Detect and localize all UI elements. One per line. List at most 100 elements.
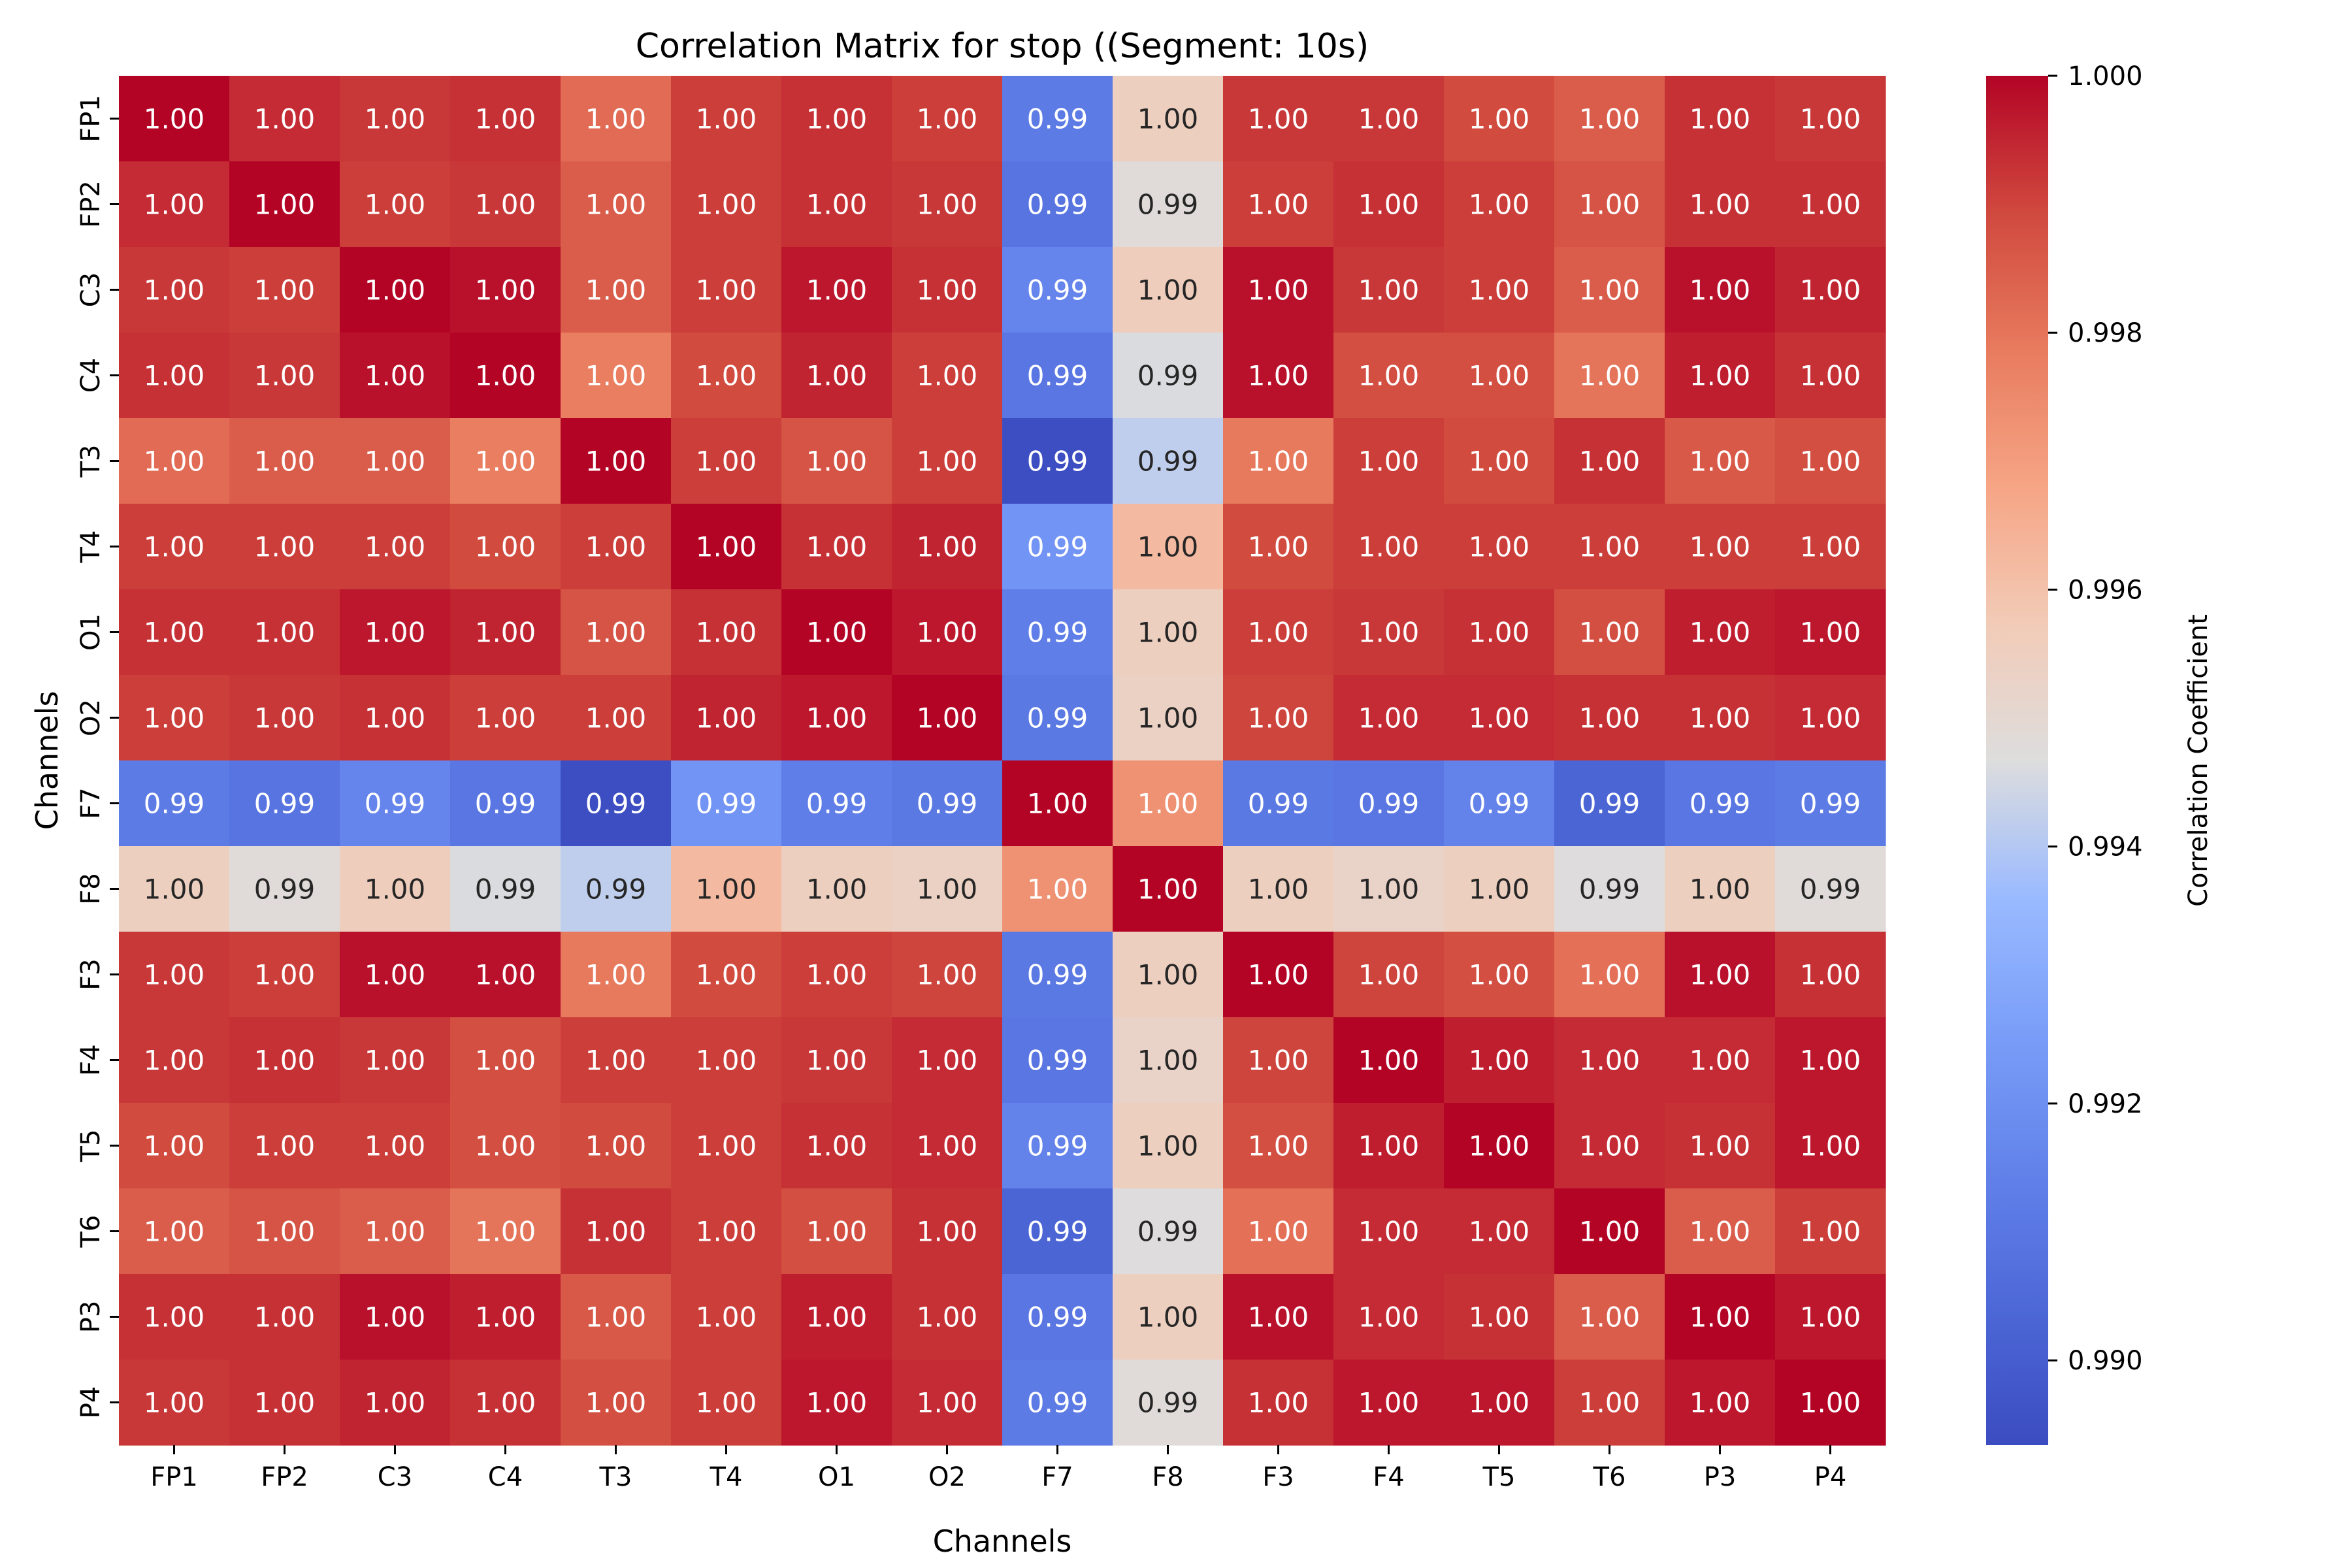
cell-annotation-O2-C4: 1.00: [475, 702, 536, 734]
cell-annotation-P3-F4: 1.00: [1358, 1301, 1420, 1333]
cell-annotation-O1-F8: 1.00: [1137, 617, 1199, 649]
cell-annotation-O2-F7: 0.99: [1027, 702, 1088, 734]
heatmap-cell-P3-T5: [1444, 1274, 1555, 1360]
heatmap-cell-O2-O1: [781, 675, 892, 761]
heatmap-cell-O1-F4: [1333, 589, 1445, 676]
heatmap-cell-F4-F4: [1333, 1017, 1445, 1103]
colorbar-tick-label-0.998: 0.998: [2068, 318, 2143, 348]
heatmap-cell-FP2-F3: [1223, 161, 1334, 248]
cell-annotation-F3-T5: 1.00: [1469, 959, 1530, 991]
heatmap-cell-O1-C4: [450, 589, 561, 676]
cell-annotation-T5-O1: 1.00: [806, 1130, 868, 1162]
cell-annotation-T3-FP2: 1.00: [254, 446, 316, 478]
heatmap-cell-O2-F7: [1002, 675, 1113, 761]
heatmap-cell-T5-FP2: [229, 1103, 340, 1189]
cell-annotation-T5-F8: 1.00: [1137, 1130, 1199, 1162]
cell-annotation-P3-F8: 1.00: [1137, 1301, 1199, 1333]
heatmap-cell-F4-O1: [781, 1017, 892, 1103]
heatmap-cell-O1-C3: [340, 589, 451, 676]
heatmap-cell-P3-F8: [1113, 1274, 1224, 1360]
cell-annotation-P3-C3: 1.00: [365, 1301, 426, 1333]
heatmap-cell-F3-C4: [450, 932, 561, 1018]
cell-annotation-T6-C4: 1.00: [475, 1216, 536, 1248]
cell-annotation-C4-C4: 1.00: [475, 360, 536, 392]
x-tick-label-FP2: FP2: [261, 1462, 308, 1492]
heatmap-cell-FP1-T5: [1444, 76, 1555, 162]
cell-annotation-T3-O2: 1.00: [917, 446, 978, 478]
cell-annotation-C4-C3: 1.00: [365, 360, 426, 392]
x-tick-label-F3: F3: [1262, 1462, 1294, 1492]
cell-annotation-P3-T3: 1.00: [585, 1301, 647, 1333]
heatmap-cell-T4-FP1: [119, 504, 230, 590]
cell-annotation-F8-T4: 1.00: [696, 874, 757, 906]
cell-annotation-FP1-P4: 1.00: [1800, 103, 1861, 135]
heatmap-cell-T3-F8: [1113, 418, 1224, 504]
x-tick-label-P4: P4: [1814, 1462, 1847, 1492]
heatmap-cell-P4-P3: [1665, 1360, 1776, 1446]
heatmap-cell-C4-T3: [561, 333, 672, 419]
cell-annotation-C4-F7: 0.99: [1027, 360, 1088, 392]
heatmap-cell-F3-F3: [1223, 932, 1334, 1018]
heatmap-cell-F7-T4: [671, 760, 782, 847]
x-tick-label-F4: F4: [1373, 1462, 1404, 1492]
heatmap-cell-FP1-P4: [1775, 76, 1886, 162]
heatmap-cell-F3-F8: [1113, 932, 1224, 1018]
cell-annotation-FP1-O2: 1.00: [917, 103, 978, 135]
heatmap-cell-C3-O1: [781, 247, 892, 333]
heatmap-cell-P4-FP2: [229, 1360, 340, 1446]
cell-annotation-T5-FP1: 1.00: [144, 1130, 205, 1162]
y-tick-label-T3: T3: [76, 445, 106, 478]
cell-annotation-P4-FP1: 1.00: [144, 1387, 205, 1419]
heatmap-cell-FP2-C3: [340, 161, 451, 248]
x-tick-label-T5: T5: [1482, 1462, 1516, 1492]
heatmap-cell-T6-F3: [1223, 1188, 1334, 1275]
y-tick-labels: FP1 FP2 C3 C4 T3 T4 O1 O2 F7 F8 F3 F4 T5 T6 P3 P4: [76, 95, 119, 1418]
heatmap-cell-T4-F7: [1002, 504, 1113, 590]
cell-annotation-F8-FP1: 1.00: [144, 874, 205, 906]
heatmap-cell-P3-C4: [450, 1274, 561, 1360]
cell-annotation-T6-T5: 1.00: [1469, 1216, 1530, 1248]
cell-annotation-P4-F8: 0.99: [1137, 1387, 1199, 1419]
heatmap-cell-F7-F8: [1113, 760, 1224, 847]
cell-annotation-T3-F8: 0.99: [1137, 446, 1199, 478]
heatmap-cell-F8-C3: [340, 846, 451, 932]
heatmap-cell-O2-T6: [1554, 675, 1665, 761]
heatmap-cell-O1-P3: [1665, 589, 1776, 676]
heatmap-cell-FP1-O2: [892, 76, 1003, 162]
cell-annotation-O1-T3: 1.00: [585, 617, 647, 649]
cell-annotation-T5-T6: 1.00: [1579, 1130, 1641, 1162]
heatmap-cell-F7-FP1: [119, 760, 230, 847]
cell-annotation-T3-P3: 1.00: [1690, 446, 1751, 478]
x-tick-label-O1: O1: [818, 1462, 855, 1492]
cell-annotation-T3-T3: 1.00: [585, 446, 647, 478]
cell-annotation-P3-O1: 1.00: [806, 1301, 868, 1333]
heatmap-cell-F4-FP1: [119, 1017, 230, 1103]
heatmap-cell-P4-O1: [781, 1360, 892, 1446]
heatmap-cell-FP1-T3: [561, 76, 672, 162]
cell-annotation-F4-F8: 1.00: [1137, 1045, 1199, 1077]
cell-annotation-F7-C3: 0.99: [365, 788, 426, 820]
heatmap-cell-FP1-FP2: [229, 76, 340, 162]
cell-annotation-P4-T6: 1.00: [1579, 1387, 1641, 1419]
cell-annotation-C4-T5: 1.00: [1469, 360, 1530, 392]
y-tick-label-O2: O2: [76, 699, 106, 736]
cell-annotation-O1-F4: 1.00: [1358, 617, 1420, 649]
cell-annotation-P3-O2: 1.00: [917, 1301, 978, 1333]
heatmap-cell-P4-T3: [561, 1360, 672, 1446]
heatmap-cell-F3-FP1: [119, 932, 230, 1018]
heatmap-cell-T5-O2: [892, 1103, 1003, 1189]
cell-annotation-T4-C4: 1.00: [475, 531, 536, 563]
cell-annotation-T6-F4: 1.00: [1358, 1216, 1420, 1248]
heatmap-cell-F7-F3: [1223, 760, 1334, 847]
cell-annotation-F8-O1: 1.00: [806, 874, 868, 906]
cell-annotation-C3-FP1: 1.00: [144, 274, 205, 306]
heatmap-cell-F8-P4: [1775, 846, 1886, 932]
cell-annotation-P3-FP2: 1.00: [254, 1301, 316, 1333]
cell-annotation-F3-F4: 1.00: [1358, 959, 1420, 991]
heatmap-cell-C3-FP2: [229, 247, 340, 333]
heatmap-cell-F8-P3: [1665, 846, 1776, 932]
cell-annotation-F4-FP1: 1.00: [144, 1045, 205, 1077]
heatmap-cell-F4-T4: [671, 1017, 782, 1103]
heatmap-cell-T4-F8: [1113, 504, 1224, 590]
cell-annotation-F3-F7: 0.99: [1027, 959, 1088, 991]
